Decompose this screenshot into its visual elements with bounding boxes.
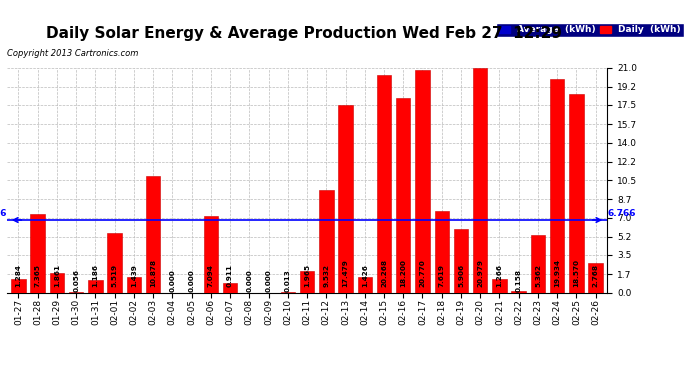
Bar	[223, 283, 237, 292]
Text: 1.439: 1.439	[131, 264, 137, 287]
Text: 7.619: 7.619	[439, 264, 445, 287]
Bar	[569, 93, 584, 292]
Text: 6.766: 6.766	[607, 209, 635, 218]
Bar	[511, 291, 526, 292]
Bar	[377, 75, 391, 292]
Text: 1.186: 1.186	[92, 264, 99, 287]
Text: 19.934: 19.934	[554, 259, 560, 287]
Bar	[357, 277, 372, 292]
Text: 18.200: 18.200	[400, 259, 406, 287]
Bar	[127, 277, 141, 292]
Text: 0.056: 0.056	[73, 269, 79, 292]
Legend: Average  (kWh), Daily  (kWh): Average (kWh), Daily (kWh)	[496, 22, 684, 37]
Text: 9.532: 9.532	[324, 264, 329, 287]
Bar	[531, 235, 545, 292]
Bar	[204, 216, 218, 292]
Bar	[338, 105, 353, 292]
Text: 7.365: 7.365	[34, 264, 41, 287]
Text: 1.426: 1.426	[362, 264, 368, 287]
Text: 1.965: 1.965	[304, 264, 310, 287]
Text: 6.766: 6.766	[0, 209, 7, 218]
Bar	[492, 279, 506, 292]
Bar	[146, 176, 160, 292]
Bar	[550, 79, 564, 292]
Text: 0.911: 0.911	[227, 264, 233, 287]
Text: 0.000: 0.000	[246, 270, 253, 292]
Text: 20.979: 20.979	[477, 259, 483, 287]
Text: 17.479: 17.479	[342, 259, 348, 287]
Bar	[11, 279, 26, 292]
Text: 1.861: 1.861	[54, 264, 60, 287]
Bar	[88, 280, 103, 292]
Text: 5.519: 5.519	[112, 264, 118, 287]
Text: 0.158: 0.158	[515, 269, 522, 292]
Bar	[454, 229, 469, 292]
Text: 20.268: 20.268	[381, 259, 387, 287]
Text: 1.266: 1.266	[496, 264, 502, 287]
Bar	[396, 98, 411, 292]
Text: 20.770: 20.770	[420, 260, 426, 287]
Text: 0.000: 0.000	[188, 270, 195, 292]
Text: 18.570: 18.570	[573, 259, 580, 287]
Bar	[319, 190, 333, 292]
Text: Daily Solar Energy & Average Production Wed Feb 27  12:29: Daily Solar Energy & Average Production …	[46, 26, 562, 41]
Bar	[415, 70, 430, 292]
Text: 0.000: 0.000	[266, 270, 272, 292]
Bar	[435, 211, 449, 292]
Text: 7.094: 7.094	[208, 264, 214, 287]
Bar	[473, 68, 487, 292]
Text: 2.768: 2.768	[593, 264, 599, 287]
Text: 10.878: 10.878	[150, 259, 156, 287]
Text: 1.284: 1.284	[15, 264, 21, 287]
Text: 0.000: 0.000	[169, 270, 175, 292]
Text: 5.906: 5.906	[458, 264, 464, 287]
Text: 0.013: 0.013	[285, 270, 290, 292]
Bar	[108, 233, 122, 292]
Text: 5.362: 5.362	[535, 264, 541, 287]
Bar	[30, 214, 45, 292]
Text: Copyright 2013 Cartronics.com: Copyright 2013 Cartronics.com	[7, 49, 138, 58]
Bar	[589, 263, 603, 292]
Bar	[50, 273, 64, 292]
Bar	[300, 272, 314, 292]
